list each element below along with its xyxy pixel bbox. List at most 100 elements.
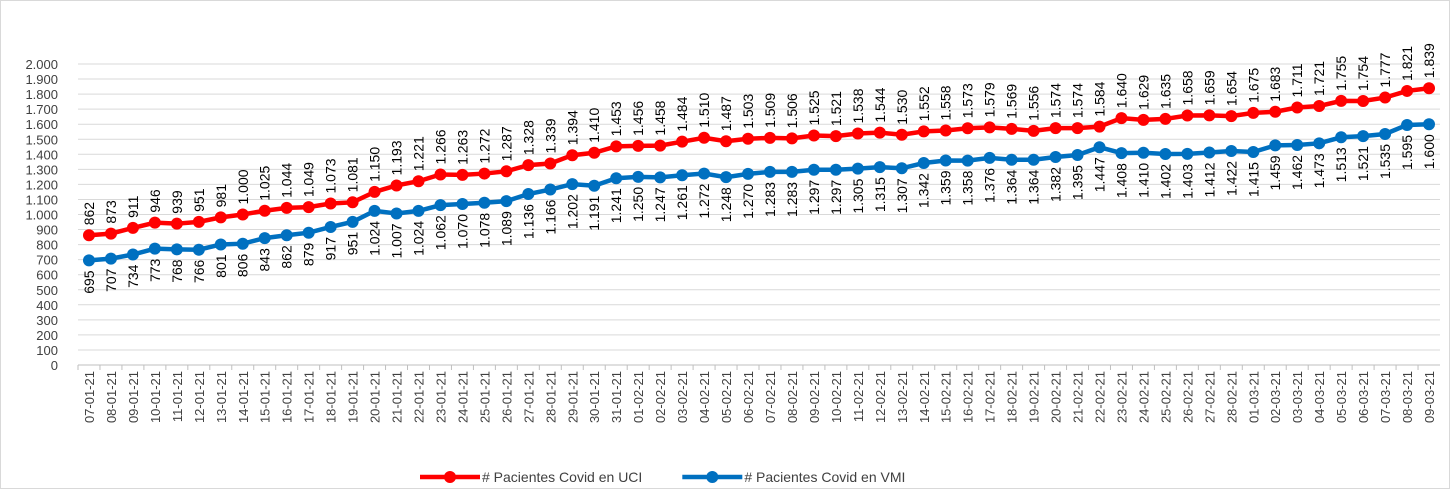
data-point	[873, 161, 886, 174]
data-point	[1225, 144, 1238, 157]
data-label: 1.241	[608, 188, 624, 223]
data-label: 766	[191, 260, 207, 284]
data-label: 1.328	[520, 120, 536, 155]
x-tick-label: 10-01-21	[148, 371, 163, 423]
data-label: 1.640	[1113, 73, 1129, 108]
data-point	[104, 227, 117, 240]
data-label: 1.487	[718, 96, 734, 131]
y-tick-label: 700	[36, 253, 58, 268]
y-tick-label: 300	[36, 313, 58, 328]
x-tick-label: 04-03-21	[1312, 371, 1327, 423]
data-point	[1027, 153, 1040, 166]
legend-marker	[444, 471, 456, 483]
x-tick-label: 15-01-21	[258, 371, 273, 423]
data-point	[632, 139, 645, 152]
data-point	[500, 195, 513, 208]
data-label: 1.297	[806, 180, 822, 215]
y-tick-label: 200	[36, 328, 58, 343]
x-tick-label: 16-01-21	[280, 371, 295, 423]
data-point	[676, 135, 689, 148]
x-tick-label: 21-02-21	[1071, 371, 1086, 423]
data-label: 1.711	[1289, 63, 1305, 97]
data-label: 1.202	[564, 194, 580, 229]
data-point	[522, 159, 535, 172]
y-tick-label: 400	[36, 298, 58, 313]
data-label: 1.364	[1004, 170, 1020, 205]
data-point	[1159, 112, 1172, 125]
data-point	[698, 167, 711, 180]
data-label: 1.584	[1092, 81, 1108, 116]
data-label: 806	[235, 253, 251, 277]
data-label: 1.777	[1377, 52, 1393, 87]
data-point	[763, 131, 776, 144]
data-point	[917, 157, 930, 170]
data-label: 1.556	[1026, 86, 1042, 121]
x-tick-label: 20-02-21	[1049, 371, 1064, 423]
data-point	[148, 242, 161, 255]
x-tick-label: 06-02-21	[741, 371, 756, 423]
y-tick-label: 1.600	[25, 117, 58, 132]
data-label: 1.422	[1223, 161, 1239, 196]
data-label: 1.193	[389, 140, 405, 175]
data-label: 1.049	[301, 162, 317, 197]
data-label: 1.376	[982, 168, 998, 203]
y-tick-label: 1.300	[25, 162, 58, 177]
data-point	[170, 217, 183, 230]
data-label: 1.307	[894, 178, 910, 213]
data-label: 1.530	[894, 89, 910, 124]
data-label: 911	[125, 195, 141, 218]
data-point	[873, 126, 886, 139]
x-tick-label: 17-02-21	[983, 371, 998, 423]
y-tick-label: 800	[36, 238, 58, 253]
legend-marker	[706, 471, 719, 483]
x-tick-label: 30-01-21	[587, 371, 602, 423]
x-tick-label: 20-01-21	[368, 371, 383, 423]
data-label: 1.287	[498, 126, 514, 161]
data-label: 1.659	[1201, 70, 1217, 105]
data-point	[1291, 101, 1304, 114]
data-point	[1115, 147, 1128, 160]
data-point	[126, 248, 139, 261]
data-point	[1005, 122, 1018, 135]
x-tick-label: 06-03-21	[1356, 371, 1371, 423]
data-point	[1049, 151, 1062, 164]
data-point	[1203, 146, 1216, 159]
data-label: 1.473	[1311, 153, 1327, 188]
data-label: 1.513	[1333, 147, 1349, 182]
x-tick-label: 09-03-21	[1422, 371, 1437, 423]
x-tick-label: 02-03-21	[1268, 371, 1283, 423]
x-tick-label: 08-03-21	[1400, 371, 1415, 423]
data-point	[1027, 124, 1040, 137]
data-label: 1.521	[1355, 146, 1371, 181]
data-label: 1.382	[1048, 167, 1064, 202]
y-tick-label: 0	[51, 358, 58, 373]
data-label: 1.136	[520, 204, 536, 239]
data-label: 946	[147, 189, 163, 213]
data-point	[1093, 141, 1106, 154]
data-point	[720, 171, 733, 184]
x-tick-label: 07-03-21	[1378, 371, 1393, 423]
data-label: 695	[81, 270, 97, 294]
data-point	[1401, 118, 1414, 131]
data-point	[522, 188, 535, 201]
y-tick-label: 1.000	[25, 208, 58, 223]
data-label: 1.544	[872, 87, 888, 122]
data-point	[632, 170, 645, 183]
data-point	[807, 129, 820, 142]
data-label: 1.654	[1223, 71, 1239, 106]
data-point	[280, 201, 293, 214]
data-label: 734	[125, 264, 141, 288]
data-point	[1291, 138, 1304, 151]
data-label: 1.272	[476, 128, 492, 163]
data-point	[456, 197, 469, 210]
data-label: 1.261	[674, 185, 690, 220]
data-point	[1159, 147, 1172, 160]
x-tick-label: 09-01-21	[126, 371, 141, 423]
data-label: 1.629	[1135, 75, 1151, 110]
data-point	[1005, 153, 1018, 166]
data-point	[1269, 105, 1282, 118]
data-point	[983, 121, 996, 134]
x-tick-label: 27-02-21	[1202, 371, 1217, 423]
x-tick-label: 17-01-21	[302, 371, 317, 423]
